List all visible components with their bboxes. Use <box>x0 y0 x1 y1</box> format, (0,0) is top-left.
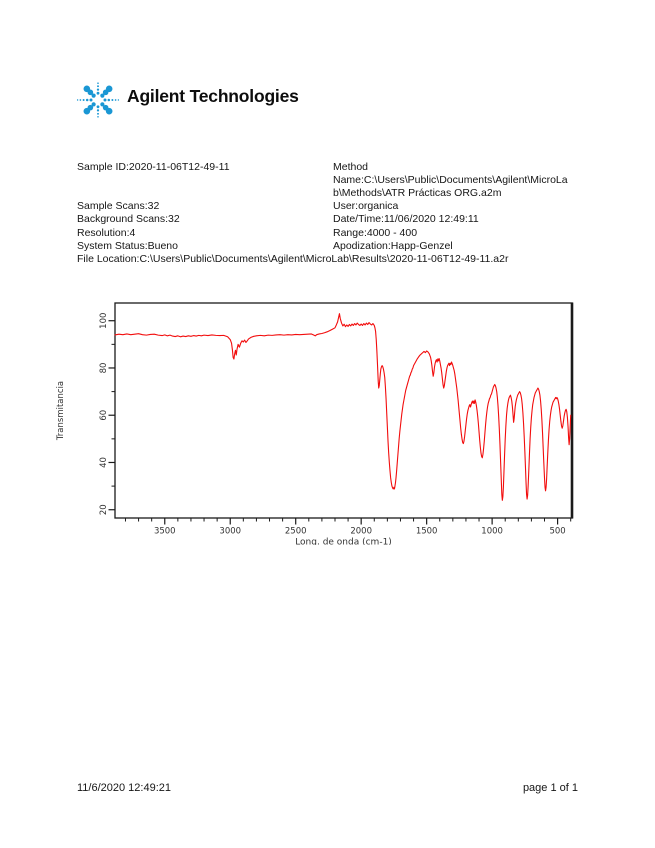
spark-dot <box>107 98 111 102</box>
spark-dot <box>83 85 91 93</box>
metadata-row: File Location:C:\Users\Public\Documents\… <box>0 253 655 266</box>
background-scans-field: Background Scans:32 <box>77 213 180 226</box>
spark-dot <box>85 98 89 102</box>
spark-dot <box>96 109 100 112</box>
footer-datetime: 11/6/2020 12:49:21 <box>77 782 171 794</box>
x-tick-label: 500 <box>549 527 565 537</box>
spark-dot <box>97 112 99 115</box>
x-tick-label: 2000 <box>350 527 372 537</box>
method-name-line-1: Name:C:\Users\Public\Documents\Agilent\M… <box>333 174 568 187</box>
spark-dot <box>114 99 117 101</box>
spark-dot <box>89 98 93 102</box>
system-status-field: System Status:Bueno <box>77 239 178 252</box>
spark-dot <box>82 99 85 101</box>
spark-dot <box>100 93 105 98</box>
spark-dot <box>105 107 113 115</box>
agilent-spark-icon <box>76 82 120 118</box>
metadata-row: b\Methods\ATR Prácticas ORG.a2m <box>0 187 655 200</box>
spark-dot <box>96 105 100 109</box>
spark-dot <box>83 107 91 115</box>
x-axis-label: Long. de onda (cm-1) <box>295 538 392 546</box>
apodization-field: Apodization:Happ-Genzel <box>333 239 453 252</box>
metadata-row: Sample ID:2020-11-06T12-49-11 Method <box>0 161 655 174</box>
x-tick-label: 3500 <box>154 527 176 537</box>
spark-dot <box>111 99 114 101</box>
y-tick-label: 40 <box>99 457 109 468</box>
spark-dot <box>100 102 105 107</box>
spark-dot <box>91 102 96 107</box>
spark-dot <box>96 88 100 91</box>
spark-dot <box>97 116 99 118</box>
spark-dot <box>76 99 79 101</box>
spark-dot <box>97 85 99 88</box>
x-tick-label: 1000 <box>481 527 503 537</box>
metadata-row: Sample Scans:32 User:organica <box>0 200 655 213</box>
y-axis-label: Transmitancia <box>56 381 66 441</box>
spark-dot <box>96 91 100 95</box>
spark-dot <box>97 82 99 84</box>
resolution-field: Resolution:4 <box>77 226 136 239</box>
y-tick-label: 80 <box>99 363 109 374</box>
footer-page-number: page 1 of 1 <box>522 782 578 794</box>
range-field: Range:4000 - 400 <box>333 226 418 239</box>
spark-dot <box>91 93 96 98</box>
agilent-logo: Agilent Technologies <box>74 76 299 124</box>
method-name-line-2: b\Methods\ATR Prácticas ORG.a2m <box>333 187 502 200</box>
file-location-field: File Location:C:\Users\Public\Documents\… <box>77 252 509 265</box>
sample-id-field: Sample ID:2020-11-06T12-49-11 <box>77 161 230 173</box>
spark-dot <box>79 99 82 101</box>
x-tick-label: 3000 <box>219 527 241 537</box>
method-label: Method <box>333 161 369 173</box>
x-tick-label: 1500 <box>416 527 438 537</box>
metadata-row: System Status:Bueno Apodization:Happ-Gen… <box>0 240 655 253</box>
agilent-logo-text: Agilent Technologies <box>127 86 299 106</box>
metadata-row: Resolution:4 Range:4000 - 400 <box>0 227 655 240</box>
spark-dot <box>117 99 120 101</box>
x-tick-label: 2500 <box>285 527 307 537</box>
y-tick-label: 20 <box>99 504 109 515</box>
y-tick-label: 60 <box>99 410 109 421</box>
datetime-field: Date/Time:11/06/2020 12:49:11 <box>333 213 479 226</box>
spark-dot <box>105 85 113 93</box>
metadata-row: Background Scans:32 Date/Time:11/06/2020… <box>0 213 655 226</box>
spectrum-plot: 3500 3000 2500 2000 1500 1000 500 20 40 60 80 100 Lo… <box>56 302 574 546</box>
metadata-row: Name:C:\Users\Public\Documents\Agilent\M… <box>0 174 655 187</box>
ir-spectrum-chart: 3500 3000 2500 2000 1500 1000 500 20 40 60 80 100 Lo… <box>50 290 585 545</box>
spark-dot <box>103 98 107 102</box>
sample-scans-field: Sample Scans:32 <box>77 200 160 213</box>
spectrum-trace <box>114 313 572 501</box>
y-tick-label: 100 <box>99 313 109 329</box>
user-field: User:organica <box>333 200 399 213</box>
